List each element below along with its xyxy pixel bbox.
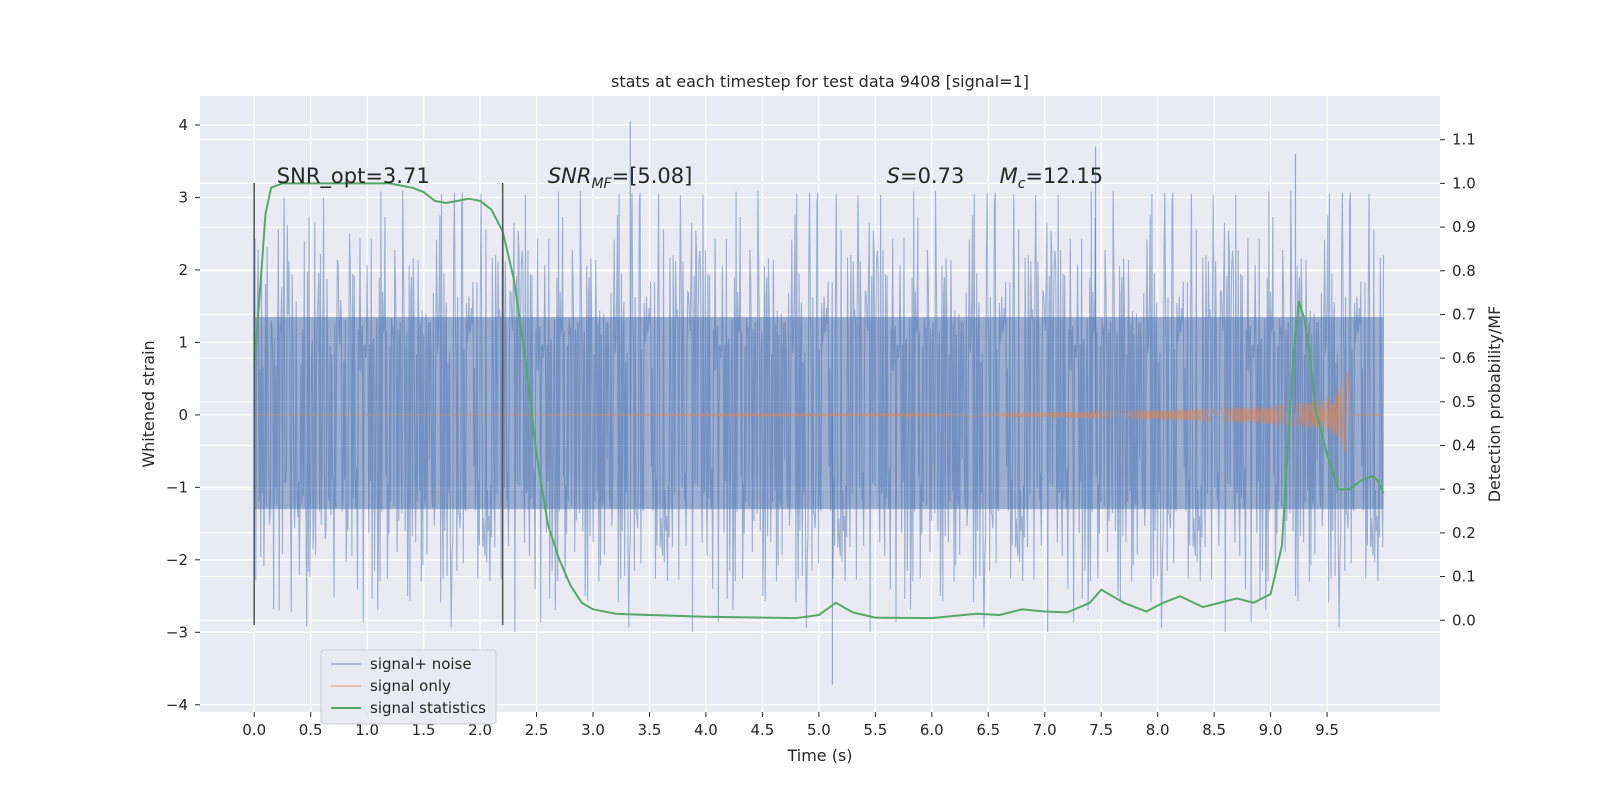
- y-tick-label: 4: [178, 116, 188, 134]
- y-tick-label: 1: [178, 333, 188, 351]
- y-tick-label: −4: [166, 696, 188, 714]
- legend-box: [320, 649, 497, 725]
- y2-tick-label: 0.0: [1452, 611, 1476, 629]
- chart-title: stats at each timestep for test data 940…: [611, 72, 1029, 91]
- x-axis-title: Time (s): [786, 746, 852, 765]
- vertical-markers: [253, 182, 504, 626]
- x-tick-label: 2.5: [525, 721, 549, 739]
- x-tick-label: 1.5: [412, 721, 436, 739]
- y2-tick-label: 0.2: [1452, 524, 1476, 542]
- x-tick-label: 8.0: [1146, 721, 1170, 739]
- y-tick-label: 2: [178, 261, 188, 279]
- legend: signal+ noise signal only signal statist…: [320, 649, 497, 725]
- x-tick-label: 3.0: [581, 721, 605, 739]
- x-tick-label: 1.0: [355, 721, 379, 739]
- y2-tick-label: 0.8: [1452, 262, 1476, 280]
- x-tick-label: 9.5: [1315, 721, 1339, 739]
- legend-label-signal-noise: signal+ noise: [370, 655, 472, 673]
- x-tick-label: 5.5: [863, 721, 887, 739]
- y2-tick-label: 0.4: [1452, 437, 1476, 455]
- series-layer: [253, 121, 1385, 685]
- x-axis-ticks: 0.0 0.5 1.0 1.5 2.0 2.5 3.0 3.5 4.0 4.5 5.0 5.5 6.0 6…: [242, 712, 1339, 739]
- y-tick-label: 3: [178, 188, 188, 206]
- x-tick-label: 8.5: [1202, 721, 1226, 739]
- legend-label-signal-statistics: signal statistics: [370, 699, 486, 717]
- x-tick-label: 0.5: [299, 721, 323, 739]
- x-tick-label: 4.0: [694, 721, 718, 739]
- y2-tick-label: 0.1: [1452, 568, 1476, 586]
- x-tick-label: 0.0: [242, 721, 266, 739]
- annotation-0: SNR_opt=3.71: [277, 164, 430, 189]
- y2-tick-label: 0.3: [1452, 480, 1476, 498]
- y2-tick-label: 0.5: [1452, 393, 1476, 411]
- x-tick-label: 3.5: [638, 721, 662, 739]
- y-axis-title: Whitened strain: [139, 340, 158, 467]
- y2-tick-label: 0.9: [1452, 218, 1476, 236]
- annotations: SNR_opt=3.71 SNRMF=[5.08] S=0.73 Mc=12.15: [277, 164, 1103, 192]
- y-tick-label: −3: [166, 623, 188, 641]
- x-tick-label: 5.0: [807, 721, 831, 739]
- x-tick-label: 4.5: [750, 721, 774, 739]
- y-tick-label: −1: [166, 478, 188, 496]
- annotation-2: S=0.73: [887, 164, 965, 188]
- y2-axis-title: Detection probability/MF: [1485, 306, 1504, 503]
- x-tick-label: 6.5: [976, 721, 1000, 739]
- annotation-1: SNRMF=[5.08]: [548, 164, 693, 192]
- legend-label-signal-only: signal only: [370, 677, 451, 695]
- y2-axis-ticks: 1.1 1.0 0.9 0.8 0.7 0.6 0.5 0.4 0.3 0.2 0.1 0.0: [1440, 131, 1476, 629]
- y-tick-label: −2: [166, 551, 188, 569]
- series-signal-only-line: [254, 370, 1351, 454]
- y2-tick-label: 0.7: [1452, 305, 1476, 323]
- y2-tick-label: 1.1: [1452, 131, 1476, 149]
- y-axis-ticks: 4 3 2 1 0 −1 −2 −3 −4: [166, 116, 200, 714]
- annotation-3: Mc=12.15: [1000, 164, 1104, 192]
- y2-tick-label: 1.0: [1452, 174, 1476, 192]
- series-signal-noise-line: [253, 190, 1385, 633]
- x-tick-label: 6.0: [920, 721, 944, 739]
- y-tick-label: 0: [178, 406, 188, 424]
- x-tick-label: 7.0: [1033, 721, 1057, 739]
- series-signal-statistics-line: [253, 182, 1385, 620]
- x-tick-label: 7.5: [1089, 721, 1113, 739]
- x-tick-label: 9.0: [1259, 721, 1283, 739]
- x-tick-label: 2.0: [468, 721, 492, 739]
- y2-tick-label: 0.6: [1452, 349, 1476, 367]
